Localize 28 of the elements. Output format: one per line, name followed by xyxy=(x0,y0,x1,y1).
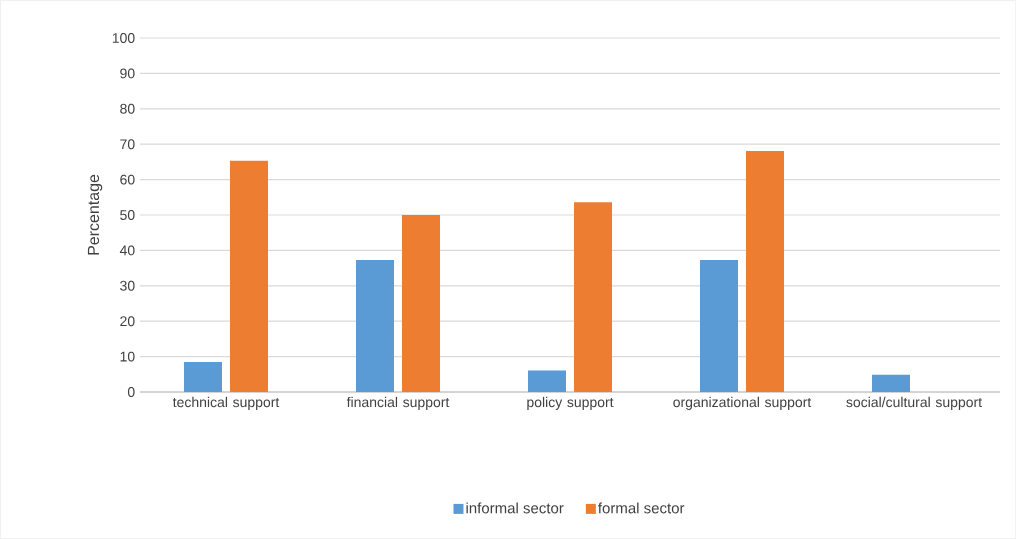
y-tick-label: 100 xyxy=(112,33,135,43)
y-tick-label: 50 xyxy=(120,210,135,220)
y-tick-label: 40 xyxy=(119,245,135,256)
bar xyxy=(746,150,784,392)
y-tick-label: 80 xyxy=(120,103,135,114)
y-tick-label: 0 xyxy=(127,387,135,397)
y-axis-title: Percentage xyxy=(87,174,103,255)
x-tick-label: financial support xyxy=(346,396,450,410)
bar xyxy=(872,374,910,392)
bar xyxy=(700,259,738,392)
x-tick-label: organizational support xyxy=(673,396,812,410)
bar xyxy=(230,160,269,392)
y-tick-label: 90 xyxy=(120,68,135,79)
y-tick-label: 70 xyxy=(120,139,135,150)
bar xyxy=(184,361,223,392)
x-tick-label: social/cultural support xyxy=(846,396,982,410)
bar xyxy=(574,202,613,392)
y-tick-label: 30 xyxy=(120,280,135,291)
bar xyxy=(356,259,395,392)
legend-label: formal sector xyxy=(598,502,685,514)
y-tick-label: 20 xyxy=(120,316,135,327)
bar xyxy=(528,370,566,392)
x-tick-label: policy support xyxy=(527,396,614,410)
y-tick-label: 10 xyxy=(120,351,135,362)
y-tick-label: 60 xyxy=(120,174,135,185)
bar xyxy=(402,215,441,392)
x-tick-label: technical support xyxy=(172,396,280,410)
legend-label: informal sector xyxy=(466,502,564,514)
